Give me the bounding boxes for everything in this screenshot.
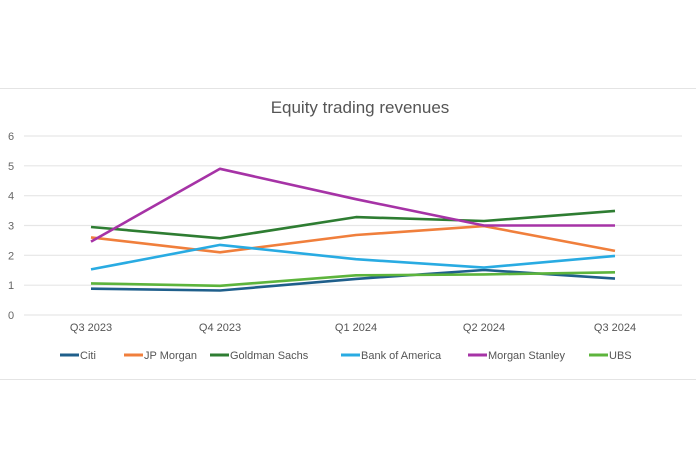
legend-label: UBS: [609, 350, 632, 362]
y-tick-label: 5: [8, 161, 14, 173]
y-tick-label: 6: [8, 131, 14, 143]
legend-label: Bank of America: [361, 350, 442, 362]
x-tick-label: Q3 2024: [594, 322, 636, 334]
chart-title: Equity trading revenues: [271, 98, 450, 117]
legend-item: Goldman Sachs: [210, 350, 309, 362]
series-line-morgan-stanley: [90, 167, 615, 243]
y-tick-label: 3: [8, 221, 14, 233]
y-tick-label: 2: [8, 250, 14, 262]
series-line-bank-of-america: [90, 243, 616, 271]
legend-item: UBS: [589, 350, 632, 362]
legend-label: Goldman Sachs: [230, 350, 309, 362]
legend-label: Morgan Stanley: [488, 350, 566, 362]
y-tick-label: 0: [8, 310, 14, 322]
x-tick-label: Q2 2024: [463, 322, 505, 334]
x-tick-label: Q1 2024: [335, 322, 377, 334]
series-line-jp-morgan: [90, 224, 616, 254]
x-tick-label: Q4 2023: [199, 322, 241, 334]
y-tick-label: 4: [8, 191, 14, 203]
legend-item: Morgan Stanley: [468, 350, 566, 362]
series-line-goldman-sachs: [90, 209, 616, 240]
y-tick-label: 1: [8, 280, 14, 292]
legend-label: JP Morgan: [144, 350, 197, 362]
legend-label: Citi: [80, 350, 96, 362]
x-tick-label: Q3 2023: [70, 322, 112, 334]
legend-item: Bank of America: [341, 350, 442, 362]
chart-frame: [0, 88, 696, 380]
legend-item: Citi: [60, 350, 96, 362]
series-line-ubs: [90, 271, 616, 288]
legend-item: JP Morgan: [124, 350, 197, 362]
